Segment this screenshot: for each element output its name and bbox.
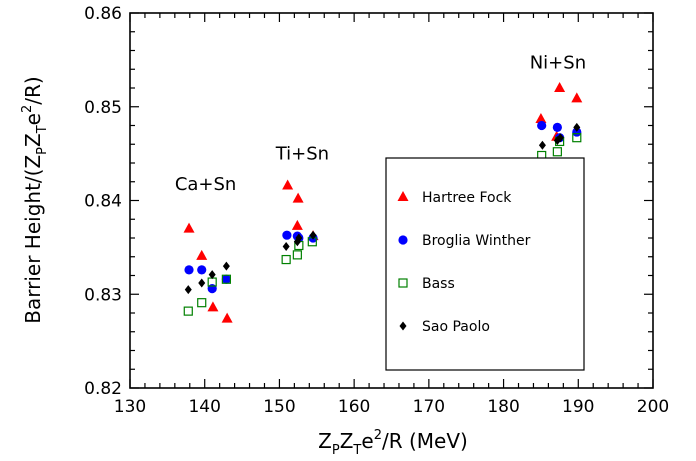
broglia-winther-point bbox=[221, 274, 231, 284]
bass-point bbox=[281, 254, 291, 265]
x-tick-label: 190 bbox=[562, 397, 594, 417]
sao-paolo-point bbox=[309, 230, 317, 240]
broglia-winther-point bbox=[282, 230, 292, 240]
hartree-fock-point bbox=[196, 249, 208, 260]
legend-box bbox=[385, 157, 585, 371]
legend-marker-sao-paolo bbox=[399, 321, 407, 331]
hartree-fock-point bbox=[554, 82, 566, 92]
x-tick-label: 180 bbox=[487, 397, 519, 417]
x-tick-label: 200 bbox=[637, 397, 669, 417]
broglia-winther-point bbox=[184, 265, 194, 275]
y-tick-label: 0.84 bbox=[84, 192, 122, 212]
group-annotations: Ca+Sn Ti+Sn Ni+Sn bbox=[175, 52, 586, 195]
legend-label-hartree-fock: Hartree Fock bbox=[422, 190, 512, 206]
x-tick-label: 150 bbox=[263, 397, 295, 417]
y-tick-label: 0.85 bbox=[84, 98, 122, 118]
y-tick-label: 0.82 bbox=[84, 379, 122, 399]
legend-label-bass: Bass bbox=[422, 276, 455, 292]
legend-label-broglia-winther: Broglia Winther bbox=[422, 233, 531, 249]
x-tick-label: 130 bbox=[114, 397, 146, 417]
x-tick-label: 140 bbox=[188, 397, 220, 417]
legend-marker-broglia-winther bbox=[398, 235, 408, 245]
broglia-winther-point bbox=[197, 265, 207, 275]
sao-paolo-point bbox=[538, 140, 546, 150]
x-axis-title: ZPZTe2/R (MeV) bbox=[318, 428, 468, 458]
legend-marker-hartree-fock bbox=[397, 191, 409, 201]
hartree-fock-point bbox=[571, 92, 583, 103]
legend-label-sao-paolo: Sao Paolo bbox=[422, 319, 490, 335]
y-tick-labels: 0.82 0.83 0.84 0.85 0.86 bbox=[84, 4, 122, 399]
hartree-fock-point bbox=[221, 312, 233, 323]
hartree-fock-point bbox=[292, 192, 304, 203]
y-tick-label: 0.83 bbox=[84, 285, 122, 305]
sao-paolo-point bbox=[198, 278, 206, 288]
hartree-fock-point bbox=[291, 219, 303, 230]
group-label: Ca+Sn bbox=[175, 174, 237, 195]
bass-point bbox=[183, 306, 193, 316]
sao-paolo-point bbox=[573, 122, 581, 132]
sao-paolo-point bbox=[222, 261, 230, 271]
bass-point bbox=[221, 274, 231, 284]
data-marks bbox=[183, 82, 583, 323]
legend-marker-bass bbox=[398, 278, 408, 288]
sao-paolo-point bbox=[295, 233, 303, 243]
y-tick-label: 0.86 bbox=[84, 4, 122, 24]
broglia-winther-point bbox=[537, 120, 547, 131]
bass-point bbox=[292, 250, 302, 260]
broglia-winther-point bbox=[572, 127, 582, 137]
sao-paolo-point bbox=[184, 285, 192, 295]
hartree-fock-point bbox=[183, 222, 195, 233]
x-tick-label: 170 bbox=[413, 397, 445, 417]
axis-ticks bbox=[129, 12, 654, 389]
bass-point bbox=[552, 147, 562, 157]
group-label: Ni+Sn bbox=[530, 52, 586, 73]
y-axis-title: Barrier Height/(ZPZTe2/R) bbox=[20, 76, 50, 323]
sao-paolo-point bbox=[556, 133, 564, 143]
group-label: Ti+Sn bbox=[275, 143, 329, 164]
hartree-fock-point bbox=[535, 112, 547, 123]
sao-paolo-point bbox=[208, 270, 216, 280]
broglia-winther-point bbox=[552, 122, 562, 132]
x-tick-labels: 130 140 150 160 170 180 190 200 bbox=[114, 397, 669, 417]
sao-paolo-point bbox=[282, 241, 290, 251]
legend: Hartree Fock Broglia Winther Bass Sao Paolo bbox=[397, 190, 531, 335]
x-tick-label: 160 bbox=[338, 397, 370, 417]
broglia-winther-point bbox=[207, 284, 217, 294]
hartree-fock-point bbox=[207, 301, 219, 312]
bass-point bbox=[197, 298, 207, 308]
bass-point bbox=[572, 133, 582, 143]
hartree-fock-point bbox=[282, 179, 294, 190]
